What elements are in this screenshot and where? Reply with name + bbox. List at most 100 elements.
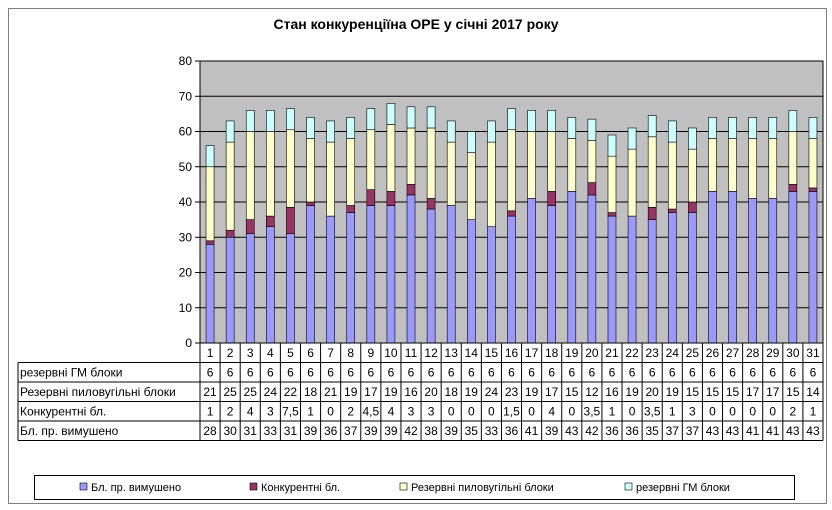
table-cell: 15 xyxy=(565,385,579,399)
category-label: 7 xyxy=(327,346,334,360)
table-cell: 6 xyxy=(729,366,736,380)
category-label: 5 xyxy=(287,346,294,360)
table-cell: 37 xyxy=(666,424,680,438)
table-cell: 35 xyxy=(465,424,479,438)
bar-segment xyxy=(607,212,617,217)
y-tick-label: 10 xyxy=(179,301,193,315)
table-cell: 24 xyxy=(485,385,499,399)
bar-segment xyxy=(245,131,255,220)
bar-segment xyxy=(567,191,577,344)
table-cell: 39 xyxy=(545,424,559,438)
bar-segment xyxy=(788,184,798,192)
table-row-label: Конкурентні бл. xyxy=(20,405,106,419)
bar-segment xyxy=(386,191,396,206)
bar-segment xyxy=(426,198,436,210)
bar-segment xyxy=(527,110,536,132)
table-cell: 6 xyxy=(810,366,817,380)
category-label: 21 xyxy=(605,346,619,360)
bar-segment xyxy=(366,205,376,344)
table-cell: 20 xyxy=(645,385,659,399)
table-cell: 43 xyxy=(726,424,740,438)
bar-segment xyxy=(768,198,778,344)
bar-segment xyxy=(647,219,657,344)
table-cell: 37 xyxy=(686,424,700,438)
bar-segment xyxy=(306,117,315,139)
table-cell: 43 xyxy=(806,424,820,438)
bar-segment xyxy=(467,219,476,344)
category-label: 15 xyxy=(485,346,499,360)
table-cell: 4 xyxy=(388,405,395,419)
table-cell: 36 xyxy=(605,424,619,438)
bar-segment xyxy=(627,148,637,217)
table-cell: 1 xyxy=(207,405,214,419)
category-label: 20 xyxy=(585,346,599,360)
table-cell: 4 xyxy=(247,405,254,419)
bar-segment xyxy=(587,182,597,196)
y-tick-label: 70 xyxy=(179,89,193,103)
bar-segment xyxy=(688,127,697,150)
bar-segment xyxy=(507,108,516,131)
table-cell: 6 xyxy=(267,366,274,380)
bar-segment xyxy=(667,120,677,143)
category-label: 13 xyxy=(445,346,459,360)
table-cell: 33 xyxy=(264,424,278,438)
table-cell: 6 xyxy=(568,366,575,380)
table-cell: 3 xyxy=(689,405,696,419)
table-cell: 37 xyxy=(344,424,358,438)
category-label: 28 xyxy=(746,346,760,360)
category-label: 30 xyxy=(786,346,800,360)
table-cell: 41 xyxy=(746,424,760,438)
bar-segment xyxy=(808,138,818,189)
plot-border xyxy=(199,60,824,344)
table-cell: 33 xyxy=(485,424,499,438)
table-cell: 19 xyxy=(625,385,639,399)
table-cell: 43 xyxy=(565,424,579,438)
table-cell: 3 xyxy=(408,405,415,419)
bar-segment xyxy=(225,120,235,143)
table-cell: 21 xyxy=(203,385,217,399)
table-cell: 15 xyxy=(786,385,800,399)
table-cell: 36 xyxy=(505,424,519,438)
bar-segment xyxy=(326,215,335,344)
bar-segment xyxy=(245,110,255,132)
table-cell: 1 xyxy=(609,405,616,419)
bar-segment xyxy=(667,212,677,344)
table-cell: 17 xyxy=(746,385,760,399)
table-cell: 41 xyxy=(766,424,780,438)
y-tick-label: 60 xyxy=(179,125,193,139)
table-cell: 6 xyxy=(548,366,555,380)
legend-swatch xyxy=(249,482,258,491)
table-cell: 0 xyxy=(729,405,736,419)
bar-segment xyxy=(446,120,456,143)
table-cell: 6 xyxy=(589,366,596,380)
table-cell: 6 xyxy=(689,366,696,380)
bar-segment xyxy=(748,138,757,199)
table-cell: 16 xyxy=(605,385,619,399)
table-cell: 41 xyxy=(525,424,539,438)
table-cell: 6 xyxy=(287,366,294,380)
bar-segment xyxy=(768,117,778,139)
bar-segment xyxy=(306,205,315,344)
bar-segment xyxy=(808,117,818,139)
table-cell: 20 xyxy=(424,385,438,399)
legend-swatch xyxy=(79,482,88,491)
bar-segment xyxy=(748,198,757,344)
table-cell: 43 xyxy=(786,424,800,438)
bar-segment xyxy=(587,140,597,183)
bar-segment xyxy=(446,205,456,344)
table-cell: 39 xyxy=(445,424,459,438)
legend-box xyxy=(34,475,795,500)
table-cell: 15 xyxy=(686,385,700,399)
category-label: 26 xyxy=(706,346,720,360)
y-tick-label: 50 xyxy=(179,160,193,174)
table-cell: 16 xyxy=(404,385,418,399)
bar-segment xyxy=(306,138,315,203)
table-cell: 25 xyxy=(244,385,258,399)
table-cell: 17 xyxy=(545,385,559,399)
bar-segment xyxy=(547,110,556,132)
table-cell: 19 xyxy=(666,385,680,399)
bar-segment xyxy=(426,127,436,199)
table-cell: 0 xyxy=(629,405,636,419)
category-label: 1 xyxy=(207,346,214,360)
